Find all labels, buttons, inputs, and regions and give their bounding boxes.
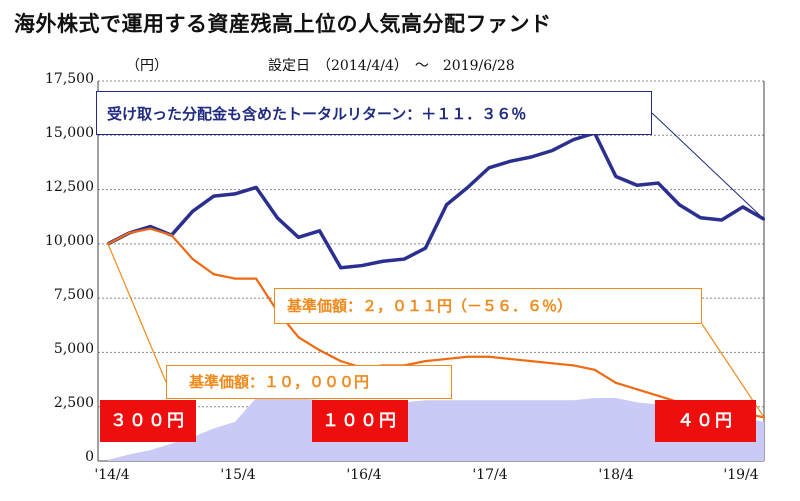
x-tick-label: '14/4 — [94, 467, 130, 483]
y-axis-unit: （円） — [126, 58, 168, 74]
total_return-point — [445, 203, 448, 206]
y-tick-label: 17,500 — [45, 71, 94, 87]
nav-point — [593, 368, 596, 371]
total_return-point — [339, 266, 342, 269]
period-label: 設定日 （2014/4/4） 〜 2019/6/28 — [268, 58, 515, 74]
nav-point — [445, 357, 448, 361]
nav-point — [170, 233, 173, 237]
total_return-point — [276, 216, 279, 219]
y-tick-label: 2,500 — [53, 395, 94, 411]
nav-line — [107, 227, 765, 419]
distribution-box-2019: ４０円 — [655, 400, 756, 442]
y-tick-label: 12,500 — [45, 179, 94, 195]
total_return-point — [614, 175, 618, 178]
total_return-point — [381, 260, 385, 263]
nav-point — [339, 359, 342, 363]
initial-nav-callout: 基準価額：１０，０００円 — [166, 365, 452, 399]
total_return-point — [487, 166, 491, 170]
y-tick-label: 10,000 — [45, 233, 94, 249]
total_return-point — [699, 216, 702, 219]
total_return-point — [741, 205, 745, 209]
y-tick-label: 7,500 — [53, 287, 94, 303]
distribution-box-2016: １００円 — [312, 400, 408, 442]
total_return-point — [572, 138, 575, 141]
current-nav-callout: 基準価額：２，０１１円（－５６．６％） — [274, 288, 702, 324]
total_return-point — [233, 192, 237, 196]
total_return-point — [318, 229, 321, 233]
nav-point — [212, 273, 216, 276]
y-tick-label: 15,000 — [45, 125, 94, 141]
total_return-line — [107, 131, 765, 270]
total_return-point — [466, 186, 469, 189]
total_return-point — [149, 225, 152, 228]
x-tick-label: '19/4 — [723, 467, 759, 483]
total-return-callout: 受け取った分配金も含めたトータルリターン：＋１１．３６％ — [96, 91, 652, 135]
total_return-point — [635, 184, 639, 187]
total_return-point — [254, 186, 258, 189]
nav-point — [614, 381, 618, 385]
total_return-point — [191, 210, 194, 213]
x-tick-label: '18/4 — [598, 467, 634, 483]
total_return-point — [424, 247, 427, 250]
total_return-point — [212, 194, 216, 198]
nav-point — [424, 359, 427, 363]
total_return-point — [297, 236, 300, 239]
nav-point — [318, 349, 321, 352]
distribution-box-2014: ３００円 — [100, 400, 196, 442]
nav-point — [297, 336, 300, 339]
initial-nav-leader — [107, 243, 167, 383]
nav-point — [572, 364, 575, 367]
x-tick-label: '17/4 — [472, 467, 508, 483]
y-tick-label: 0 — [85, 449, 94, 465]
net-assets-area — [108, 395, 764, 461]
total_return-point — [720, 218, 723, 222]
nav-point — [254, 277, 258, 280]
total_return-point — [360, 264, 364, 267]
total_return-point — [403, 257, 406, 261]
total_return-point — [508, 160, 512, 163]
chart-title: 海外株式で運用する資産残高上位の人気高分配ファンド — [14, 12, 552, 36]
nav-point — [149, 227, 152, 230]
nav-point — [530, 359, 533, 363]
total_return-point — [656, 181, 660, 185]
total_return-point — [530, 155, 533, 159]
nav-point — [127, 231, 131, 235]
nav-point — [487, 355, 491, 358]
nav-point — [191, 257, 194, 261]
total_return-point — [678, 203, 681, 206]
nav-point — [508, 357, 512, 361]
total_return-point — [551, 149, 554, 152]
nav-point — [551, 362, 554, 365]
nav-point — [656, 394, 660, 398]
total-return-leader — [651, 112, 765, 220]
nav-point — [233, 277, 237, 280]
nav-point — [635, 388, 639, 391]
nav-point — [466, 355, 469, 358]
x-tick-label: '16/4 — [346, 467, 382, 483]
x-tick-label: '15/4 — [220, 467, 256, 483]
y-tick-label: 5,000 — [53, 341, 94, 357]
